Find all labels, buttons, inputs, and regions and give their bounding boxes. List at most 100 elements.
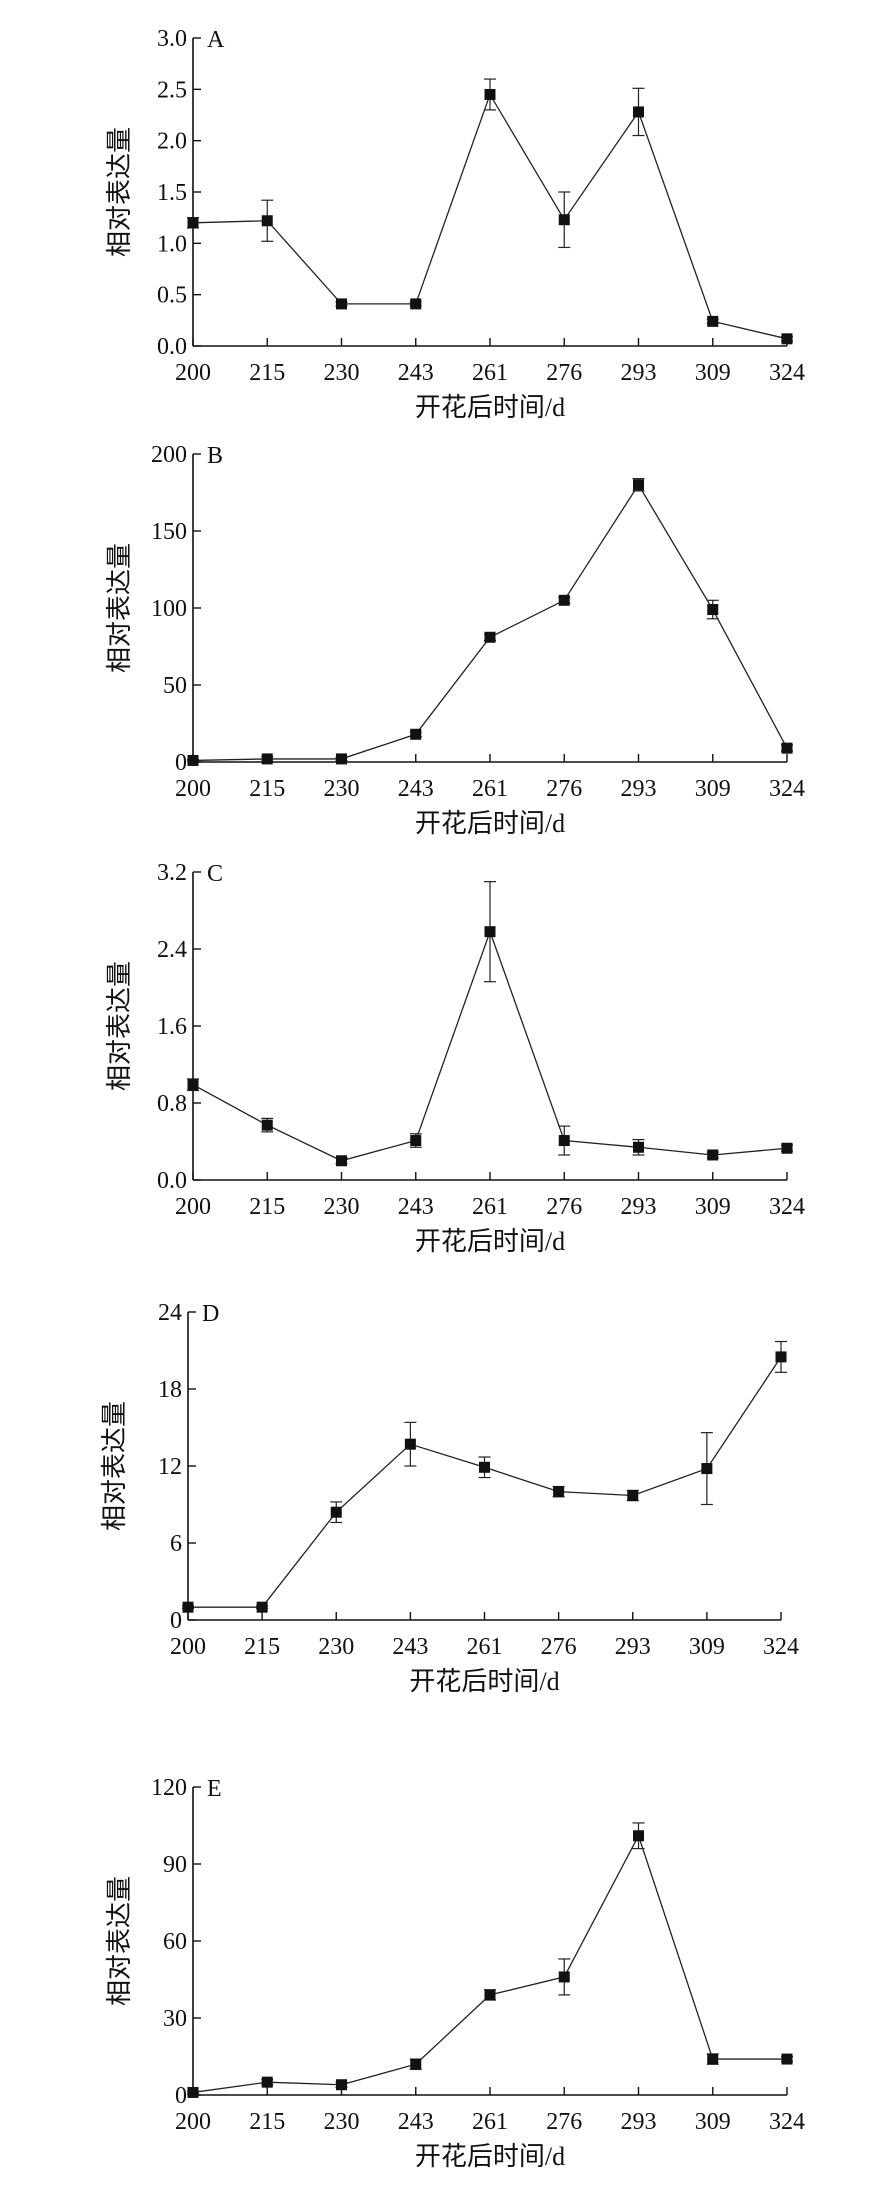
data-point (484, 926, 496, 938)
x-tick-label: 293 (621, 2109, 657, 2135)
x-tick-label: 200 (175, 776, 211, 802)
x-tick-label: 200 (170, 1634, 206, 1660)
x-tick-label: 261 (472, 360, 508, 386)
y-tick-label: 12 (158, 1454, 182, 1480)
data-point (336, 2079, 347, 2091)
chart-panel-d: 0 6 12 18 24 200 215 230 243 261 276 293 309 324 开花后时间… (100, 1300, 799, 1696)
panel-label: A (207, 27, 225, 53)
y-tick-label: 6 (170, 1531, 182, 1557)
data-point (707, 2053, 719, 2065)
y-tick-label: 120 (151, 1775, 187, 1801)
x-tick-label: 261 (472, 776, 508, 802)
data-point (707, 1149, 719, 1161)
y-tick-label: 0 (170, 1608, 182, 1634)
x-tick-label: 324 (769, 2109, 805, 2135)
y-tick-label: 24 (158, 1300, 182, 1326)
panel-label: E (207, 1776, 222, 1802)
x-tick-label: 261 (472, 1194, 508, 1220)
data-point (781, 1142, 793, 1154)
x-tick-label: 230 (324, 2109, 360, 2135)
series-line (192, 92, 788, 340)
x-tick-label: 243 (398, 1194, 434, 1220)
y-tick-label: 90 (163, 1852, 187, 1878)
x-tick-label: 324 (769, 1194, 805, 1220)
y-tick-label: 60 (163, 1929, 187, 1955)
panel-label: D (202, 1301, 219, 1327)
x-tick-label: 324 (763, 1634, 799, 1660)
data-point (330, 1506, 342, 1518)
chart-panel-a: 0.0 0.5 1.0 1.5 2.0 2.5 3.0 200 215 230 243 261 276 2… (105, 26, 805, 422)
y-tick-label: 3.0 (157, 26, 187, 52)
series-line (192, 1834, 787, 2094)
data-point (261, 2076, 273, 2088)
data-point (261, 753, 273, 765)
y-tick-label: 3.2 (157, 860, 187, 886)
data-point (479, 1461, 490, 1473)
data-point (633, 1830, 644, 1842)
y-tick-label: 18 (158, 1377, 182, 1403)
data-point (187, 2086, 199, 2098)
y-tick-label: 30 (163, 2006, 187, 2032)
data-point (256, 1601, 268, 1613)
data-point (701, 1463, 713, 1475)
y-axis-title: 相对表达量 (105, 127, 134, 257)
x-tick-label: 309 (689, 1634, 725, 1660)
data-point (558, 1971, 570, 1983)
data-point (187, 217, 199, 229)
data-point (707, 604, 719, 616)
x-tick-label: 243 (392, 1634, 428, 1660)
data-point (261, 1119, 273, 1131)
data-point (484, 1989, 496, 2001)
data-point (781, 742, 793, 754)
data-point (558, 214, 570, 226)
x-tick-label: 215 (249, 360, 285, 386)
y-axis-title: 相对表达量 (105, 961, 134, 1091)
y-tick-label: 200 (151, 442, 187, 468)
x-tick-label: 293 (621, 360, 657, 386)
x-tick-label: 293 (621, 1194, 657, 1220)
y-tick-label: 2.5 (157, 77, 187, 103)
x-tick-label: 200 (175, 2109, 211, 2135)
data-point (410, 298, 422, 310)
x-tick-label: 230 (324, 776, 360, 802)
data-point (410, 1135, 422, 1147)
x-tick-label: 215 (249, 776, 285, 802)
data-point (187, 754, 199, 766)
data-point (781, 333, 793, 345)
x-tick-label: 293 (621, 776, 657, 802)
data-point (187, 1079, 199, 1091)
data-point (633, 106, 644, 118)
x-tick-label: 230 (324, 1194, 360, 1220)
series-line (188, 1356, 782, 1608)
x-tick-label: 324 (769, 360, 805, 386)
x-tick-label: 324 (769, 776, 805, 802)
data-point (553, 1486, 565, 1498)
series-line (192, 483, 788, 762)
panel-label: C (207, 861, 223, 887)
x-tick-label: 200 (175, 1194, 211, 1220)
y-tick-label: 1.5 (157, 180, 187, 206)
y-tick-label: 150 (151, 519, 187, 545)
chart-panel-e: 0 30 60 90 120 200 215 230 243 261 276 293 309 324 开花后… (105, 1775, 805, 2171)
y-tick-label: 2.4 (157, 937, 187, 963)
y-tick-label: 0.0 (157, 334, 187, 360)
y-tick-label: 0 (175, 750, 187, 776)
x-tick-label: 309 (695, 2109, 731, 2135)
data-point (336, 1155, 347, 1167)
y-tick-label: 1.0 (157, 231, 187, 257)
y-axis-title: 相对表达量 (105, 543, 134, 673)
data-point (336, 298, 347, 310)
x-axis-title: 开花后时间/d (415, 1227, 565, 1256)
y-tick-label: 0.5 (157, 283, 187, 309)
x-tick-label: 215 (249, 1194, 285, 1220)
data-point (261, 215, 273, 227)
panel-label: B (207, 443, 223, 469)
y-axis-title: 相对表达量 (105, 1876, 134, 2006)
x-tick-label: 309 (695, 776, 731, 802)
x-tick-label: 243 (398, 776, 434, 802)
data-point (558, 594, 570, 606)
y-tick-label: 1.6 (157, 1014, 187, 1040)
chart-panel-c: 0.0 0.8 1.6 2.4 3.2 200 215 230 243 261 276 293 309 3… (105, 860, 805, 1256)
x-tick-label: 215 (244, 1634, 280, 1660)
